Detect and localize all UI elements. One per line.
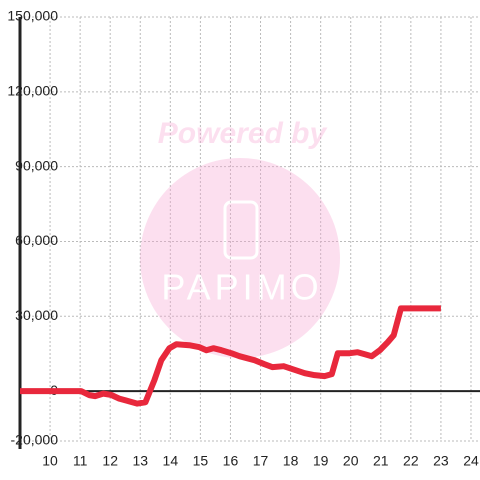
x-tick-label: 13: [132, 453, 148, 469]
x-tick-label: 23: [433, 453, 449, 469]
y-tick-label: 120,000: [7, 83, 58, 99]
x-tick-label: 17: [253, 453, 269, 469]
x-tick-label: 20: [343, 453, 359, 469]
watermark-logo: PAPIMO: [161, 267, 322, 308]
data-line: [20, 305, 441, 407]
x-tick-label: 21: [373, 453, 389, 469]
watermark-phone: [223, 200, 259, 260]
x-tick-label: 16: [223, 453, 239, 469]
y-tick-label: 30,000: [15, 307, 58, 323]
watermark: Powered by PAPIMO: [140, 117, 340, 358]
y-tick-label: 150,000: [7, 8, 58, 24]
x-tick-label: 11: [73, 453, 88, 469]
watermark-text: Powered by: [158, 117, 328, 150]
x-tick-label: 19: [313, 453, 329, 469]
x-tick-label: 10: [42, 453, 58, 469]
x-tick-label: 14: [163, 453, 179, 469]
x-tick-label: 22: [403, 453, 419, 469]
x-tick-label: 18: [283, 453, 299, 469]
grid: [20, 16, 480, 442]
y-tick-label: 60,000: [15, 232, 58, 248]
y-tick-label: -20,000: [11, 432, 59, 448]
watermark-circle: [140, 158, 340, 358]
y-tick-label: 90,000: [15, 157, 58, 173]
x-tick-label: 24: [463, 453, 479, 469]
x-tick-label: 12: [102, 453, 118, 469]
x-tick-label: 15: [193, 453, 209, 469]
